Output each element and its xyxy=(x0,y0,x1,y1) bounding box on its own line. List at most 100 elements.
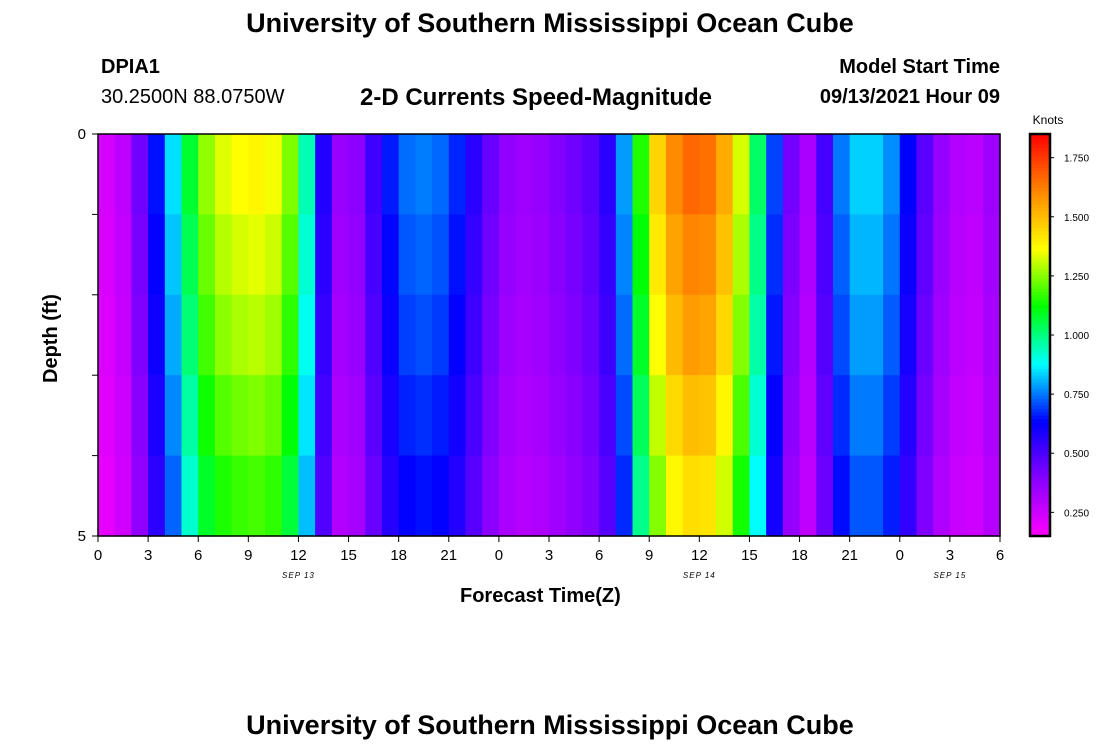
heatmap-cell xyxy=(549,134,567,215)
colorbar-segment xyxy=(1030,134,1050,138)
colorbar-segment xyxy=(1030,489,1050,493)
heatmap-cell xyxy=(381,455,400,537)
heatmap-cell xyxy=(832,375,851,457)
colorbar-segment xyxy=(1030,321,1050,326)
heatmap-cell xyxy=(231,455,249,537)
heatmap-cell xyxy=(632,214,650,296)
heatmap-cell xyxy=(365,375,383,457)
heatmap-cell xyxy=(498,134,517,215)
heatmap-cell xyxy=(749,294,767,376)
heatmap-cell xyxy=(198,214,216,296)
heatmap-cell xyxy=(799,294,817,376)
colorbar-segment xyxy=(1030,164,1050,168)
heatmap-cell xyxy=(348,375,366,457)
heatmap-cell xyxy=(315,294,333,376)
heatmap-cell xyxy=(682,134,700,215)
heatmap-cell xyxy=(949,214,968,296)
heatmap-cell xyxy=(649,294,667,376)
colorbar-segment xyxy=(1030,492,1050,497)
heatmap-cell xyxy=(615,134,634,215)
colorbar-segment xyxy=(1030,412,1050,416)
heatmap-cell xyxy=(899,214,918,296)
colorbar-segment xyxy=(1030,268,1050,272)
heatmap-cell xyxy=(248,134,266,215)
heatmap-cell xyxy=(665,214,684,296)
colorbar-segment xyxy=(1030,338,1050,343)
heatmap-cell xyxy=(582,214,600,296)
heatmap-cell xyxy=(582,375,600,457)
heatmap-cell xyxy=(532,294,550,376)
colorbar-segment xyxy=(1030,415,1050,420)
colorbar-segment xyxy=(1030,378,1050,383)
colorbar-segment xyxy=(1030,405,1050,410)
x-tick-label: 6 xyxy=(194,547,202,564)
heatmap-cell xyxy=(883,134,901,215)
heatmap-cell xyxy=(498,294,517,376)
x-tick-label: 3 xyxy=(545,547,553,564)
colorbar: Knots 0.250 0.500 0.750 1.000 1.250 1.500 1.750 xyxy=(1028,113,1089,538)
heatmap-cell xyxy=(983,134,1001,215)
heatmap-cell xyxy=(916,134,934,215)
heatmap-cell xyxy=(766,134,784,215)
heatmap-cell xyxy=(465,214,483,296)
colorbar-segment xyxy=(1030,469,1050,473)
x-tick-label: 0 xyxy=(495,547,503,564)
colorbar-segment xyxy=(1030,137,1050,142)
heatmap-cell xyxy=(114,134,133,215)
heatmap-cell xyxy=(615,214,634,296)
heatmap-cell xyxy=(699,455,717,537)
colorbar-segment xyxy=(1030,475,1050,480)
heatmap-cell xyxy=(749,214,767,296)
heatmap-cell xyxy=(131,294,149,376)
colorbar-segment xyxy=(1030,298,1050,302)
heatmap-cell xyxy=(398,375,416,457)
colorbar-segment xyxy=(1030,355,1050,359)
x-tick-label: 0 xyxy=(896,547,904,564)
heatmap-cell xyxy=(131,134,149,215)
colorbar-segment xyxy=(1030,167,1050,172)
colorbar-tick-label: 1.250 xyxy=(1064,272,1089,283)
heatmap-cell xyxy=(866,455,884,537)
colorbar-segment xyxy=(1030,211,1050,215)
heatmap-cell xyxy=(415,375,433,457)
colorbar-segment xyxy=(1030,532,1050,537)
heatmap-cell xyxy=(732,455,751,537)
colorbar-segment xyxy=(1030,291,1050,296)
heatmap-cell xyxy=(482,375,500,457)
colorbar-segment xyxy=(1030,197,1050,202)
heatmap-cell xyxy=(365,134,383,215)
heatmap-cell xyxy=(331,375,350,457)
x-tick-label: 6 xyxy=(595,547,603,564)
heatmap-cell xyxy=(716,455,734,537)
heatmap-cell xyxy=(966,134,984,215)
colorbar-segment xyxy=(1030,381,1050,386)
colorbar-segment xyxy=(1030,264,1050,269)
heatmap-cell xyxy=(949,455,968,537)
colorbar-segment xyxy=(1030,190,1050,195)
heatmap-cell xyxy=(198,134,216,215)
colorbar-segment xyxy=(1030,214,1050,219)
date-label: SEP 13 xyxy=(282,571,315,580)
heatmap-cell xyxy=(816,214,834,296)
page-title-top: University of Southern Mississippi Ocean… xyxy=(246,8,854,38)
heatmap-cell xyxy=(816,455,834,537)
heatmap-cell xyxy=(716,134,734,215)
heatmap-cell xyxy=(131,375,149,457)
heatmap-cell xyxy=(331,294,350,376)
heatmap-cell xyxy=(281,214,300,296)
heatmap-cell xyxy=(465,134,483,215)
heatmap-cell xyxy=(164,134,183,215)
heatmap-cell xyxy=(565,455,584,537)
heatmap-cell xyxy=(816,134,834,215)
colorbar-segment xyxy=(1030,505,1050,510)
heatmap-cell xyxy=(699,214,717,296)
colorbar-segment xyxy=(1030,224,1050,229)
colorbar-segment xyxy=(1030,361,1050,366)
heatmap-cell xyxy=(549,294,567,376)
heatmap-cell xyxy=(532,134,550,215)
heatmap-cell xyxy=(716,214,734,296)
colorbar-segment xyxy=(1030,331,1050,336)
colorbar-segment xyxy=(1030,221,1050,225)
colorbar-segment xyxy=(1030,160,1050,165)
colorbar-segment xyxy=(1030,462,1050,467)
